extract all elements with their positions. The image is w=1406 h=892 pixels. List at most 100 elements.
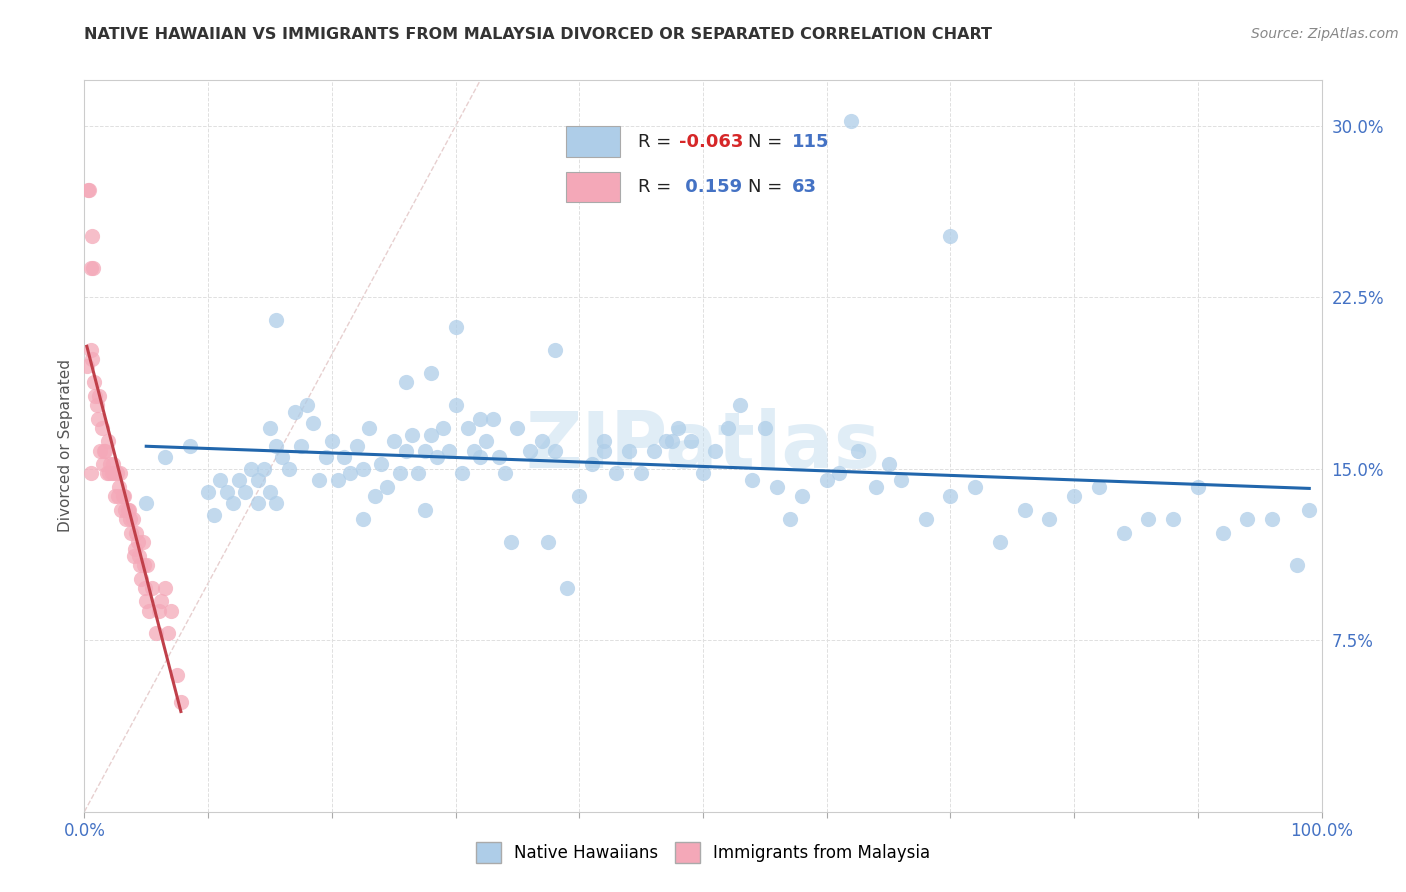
- Point: [153, 450, 176, 465]
- Point: [114, 503, 136, 517]
- Point: [965, 480, 987, 494]
- Point: [197, 484, 219, 499]
- Point: [717, 420, 740, 434]
- Point: [148, 603, 170, 617]
- Point: [568, 489, 591, 503]
- Point: [364, 489, 387, 503]
- Point: [444, 320, 467, 334]
- Point: [121, 512, 143, 526]
- Point: [388, 467, 411, 481]
- Text: ZIPatlas: ZIPatlas: [526, 408, 880, 484]
- Point: [519, 443, 541, 458]
- Point: [125, 525, 148, 540]
- Point: [135, 496, 157, 510]
- Point: [617, 443, 640, 458]
- Point: [141, 581, 163, 595]
- Point: [290, 439, 312, 453]
- FancyBboxPatch shape: [567, 127, 620, 157]
- Point: [988, 535, 1011, 549]
- Point: [105, 467, 128, 481]
- Point: [457, 420, 479, 434]
- Point: [426, 450, 449, 465]
- Point: [543, 343, 565, 357]
- Point: [93, 443, 115, 458]
- Point: [501, 535, 523, 549]
- Point: [766, 480, 789, 494]
- Point: [150, 594, 173, 608]
- Point: [302, 416, 325, 430]
- Y-axis label: Divorced or Separated: Divorced or Separated: [58, 359, 73, 533]
- Point: [110, 503, 132, 517]
- Point: [790, 489, 813, 503]
- Point: [555, 581, 578, 595]
- FancyBboxPatch shape: [567, 172, 620, 202]
- Point: [77, 183, 100, 197]
- Point: [939, 489, 962, 503]
- Point: [264, 439, 287, 453]
- Point: [136, 558, 159, 572]
- Point: [209, 473, 232, 487]
- Point: [264, 313, 287, 327]
- Point: [115, 512, 138, 526]
- Point: [841, 114, 863, 128]
- Point: [377, 480, 399, 494]
- Point: [1285, 558, 1308, 572]
- Point: [135, 594, 157, 608]
- Point: [679, 434, 702, 449]
- Point: [134, 581, 156, 595]
- Point: [815, 473, 838, 487]
- Point: [537, 535, 560, 549]
- Point: [779, 512, 801, 526]
- Point: [877, 458, 900, 472]
- Point: [444, 398, 467, 412]
- Point: [90, 420, 112, 434]
- Point: [86, 398, 108, 412]
- Point: [401, 427, 423, 442]
- Point: [1298, 503, 1320, 517]
- Point: [1161, 512, 1184, 526]
- Point: [543, 443, 565, 458]
- Text: N =: N =: [748, 133, 782, 151]
- Point: [82, 260, 104, 275]
- Point: [118, 503, 141, 517]
- Point: [104, 489, 127, 503]
- Point: [470, 411, 492, 425]
- Point: [439, 443, 461, 458]
- Point: [1187, 480, 1209, 494]
- Point: [315, 450, 337, 465]
- Point: [76, 359, 98, 373]
- Point: [222, 496, 245, 510]
- Point: [98, 458, 121, 472]
- Point: [259, 420, 281, 434]
- Point: [87, 411, 110, 425]
- Legend: Native Hawaiians, Immigrants from Malaysia: Native Hawaiians, Immigrants from Malays…: [470, 836, 936, 869]
- Point: [692, 467, 714, 481]
- Point: [395, 375, 418, 389]
- Point: [108, 480, 131, 494]
- Text: R =: R =: [638, 178, 671, 196]
- Point: [463, 443, 485, 458]
- Point: [326, 473, 349, 487]
- Point: [246, 496, 269, 510]
- Point: [865, 480, 887, 494]
- Point: [413, 503, 436, 517]
- Point: [124, 541, 146, 556]
- Point: [277, 462, 299, 476]
- Point: [408, 467, 430, 481]
- Point: [129, 572, 152, 586]
- Point: [352, 462, 374, 476]
- Point: [160, 603, 183, 617]
- Point: [84, 389, 107, 403]
- Point: [593, 443, 616, 458]
- Point: [666, 420, 689, 434]
- Point: [346, 439, 368, 453]
- Point: [228, 473, 250, 487]
- Text: -0.063: -0.063: [679, 133, 744, 151]
- Point: [83, 375, 105, 389]
- Point: [1212, 525, 1234, 540]
- Point: [846, 443, 869, 458]
- Point: [80, 352, 103, 367]
- Point: [432, 420, 454, 434]
- Point: [914, 512, 936, 526]
- Point: [450, 467, 472, 481]
